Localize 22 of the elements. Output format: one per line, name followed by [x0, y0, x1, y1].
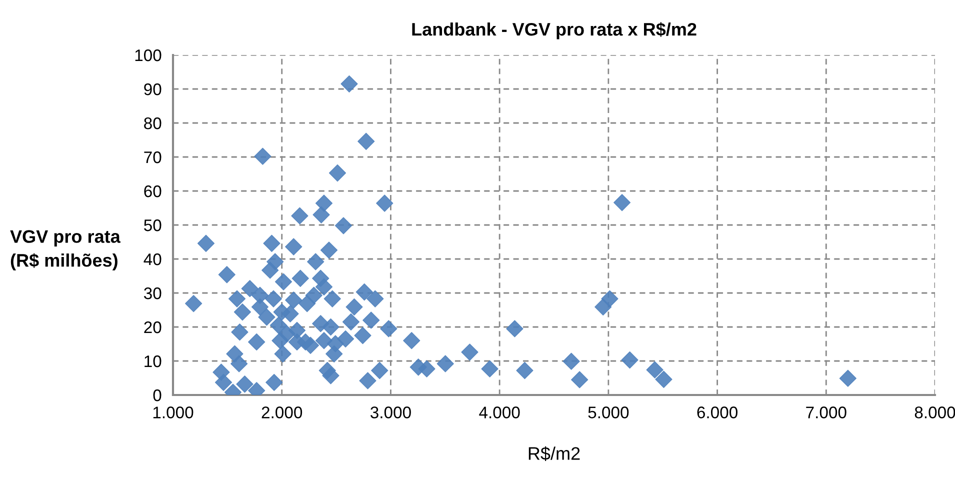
y-tick-label: 100: [135, 49, 162, 62]
x-tick-label: 4.000: [479, 406, 520, 418]
x-tick-label: 1.000: [153, 406, 194, 418]
x-tick-label: 3.000: [370, 406, 411, 418]
y-tick-label: 20: [144, 321, 162, 334]
y-tick-label: 40: [144, 253, 162, 266]
x-tick-label: 7.000: [806, 406, 846, 418]
x-tick-label: 6.000: [697, 406, 738, 418]
y-tick-label: 0: [153, 389, 162, 402]
y-tick-label: 70: [144, 151, 162, 164]
x-tick-label: 8.000: [914, 406, 955, 418]
x-axis-title: R$/m2: [528, 446, 580, 461]
y-tick-label: 30: [144, 287, 162, 300]
y-tick-label: 10: [144, 355, 162, 368]
chart-title: Landbank - VGV pro rata x R$/m2: [412, 22, 696, 40]
x-tick-label: 2.000: [262, 406, 302, 418]
x-tick-label: 5.000: [588, 406, 629, 418]
y-axis-title: VGV pro rata (R$ milhões): [10, 230, 120, 270]
y-tick-label: 60: [144, 185, 162, 198]
y-tick-label: 90: [144, 83, 162, 96]
y-tick-label: 50: [144, 219, 162, 232]
y-tick-label: 80: [144, 117, 162, 130]
